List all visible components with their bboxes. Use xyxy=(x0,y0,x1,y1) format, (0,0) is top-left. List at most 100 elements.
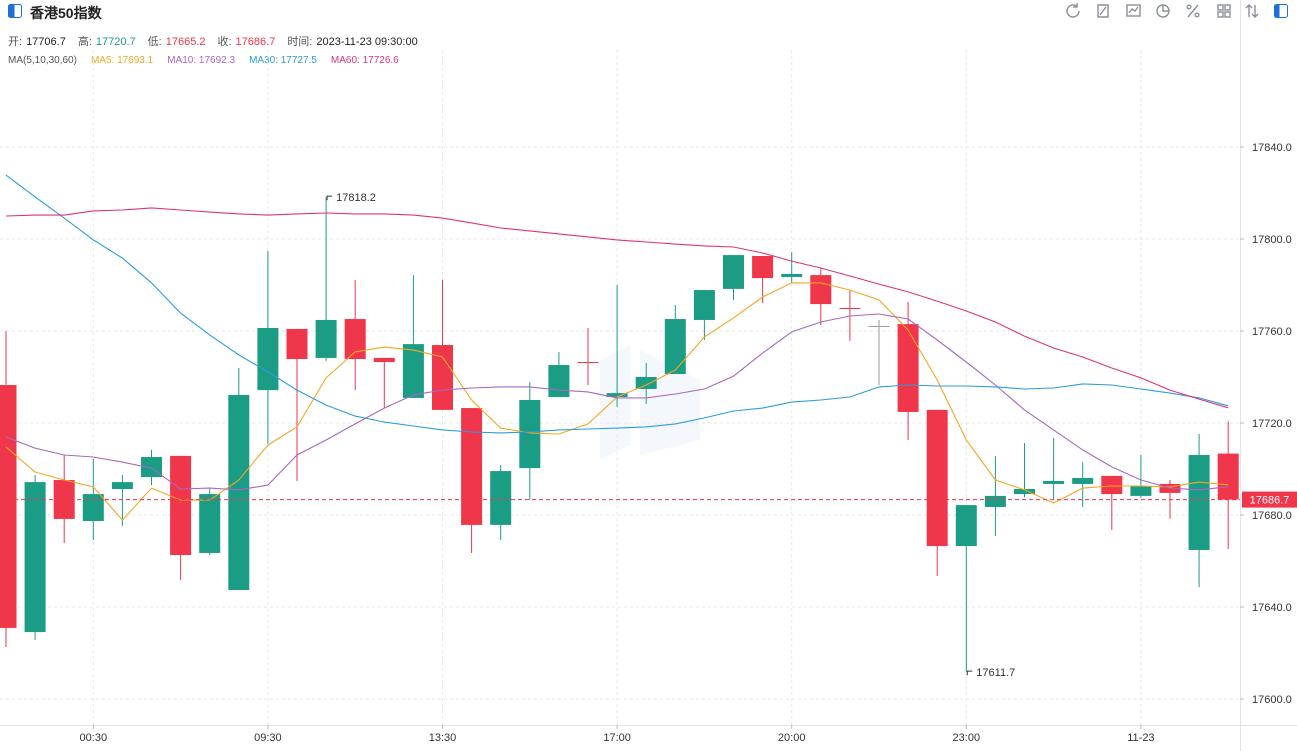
candle-body xyxy=(1217,453,1239,500)
candle-body xyxy=(24,482,46,633)
candle-body xyxy=(286,328,308,360)
panel-button[interactable] xyxy=(1274,4,1288,18)
ma-line xyxy=(5,207,1229,409)
ohlc-info: 开: 17706.7 高: 17720.7 低: 17665.2 收: 17686.7 时间: 2… xyxy=(8,33,430,49)
candle-body xyxy=(810,275,832,305)
ma-line xyxy=(5,282,1229,521)
symbol-icon xyxy=(8,4,22,18)
legend-value: 17692.3 xyxy=(198,55,236,66)
info-label: 低: xyxy=(147,36,162,48)
extreme-arrow xyxy=(326,195,333,201)
legend-item: MA10: 17692.3 xyxy=(167,55,235,66)
candle-body xyxy=(955,505,977,547)
toolbar xyxy=(1066,3,1288,18)
candle-body xyxy=(432,345,453,410)
legend-name: MA60 xyxy=(330,55,358,66)
y-tick-label: 17640.0 xyxy=(1252,602,1292,614)
pie-button[interactable] xyxy=(1156,4,1170,18)
y-tick-label: 17680.0 xyxy=(1252,510,1292,522)
ma-title: MA(5,10,30,60) xyxy=(8,55,77,66)
legend-separator: : xyxy=(357,55,360,66)
draw-button[interactable] xyxy=(1097,4,1109,18)
info-value: 17665.2 xyxy=(165,36,206,48)
candle-body xyxy=(752,256,774,279)
x-tick-label: 00:30 xyxy=(80,732,108,744)
candle-body xyxy=(839,307,861,309)
candle-body xyxy=(1043,480,1065,484)
candle-body xyxy=(315,319,337,358)
candle-body xyxy=(373,357,395,363)
legend-value: 17693.1 xyxy=(117,55,154,66)
legend-separator: : xyxy=(193,55,197,66)
legend-value: 17727.5 xyxy=(280,55,317,66)
candle-body xyxy=(0,385,17,628)
info-value: 2023-11-23 09:30:00 xyxy=(316,36,418,48)
y-tick-label: 17800.0 xyxy=(1252,234,1292,246)
info-label: 时间: xyxy=(287,36,313,48)
legend-value: 17726.6 xyxy=(362,55,399,66)
legend-separator: : xyxy=(111,55,115,66)
ma-legend: MA(5,10,30,60) MA5: 17693.1 MA10: 17692.3 M… xyxy=(8,55,399,66)
candle-body xyxy=(344,319,366,360)
legend-item: MA60: 17726.6 xyxy=(331,55,399,66)
legend-separator: : xyxy=(275,55,278,66)
candle-body xyxy=(635,376,657,389)
candle-body xyxy=(111,482,133,490)
candle-body xyxy=(228,394,250,590)
candle-body xyxy=(693,290,715,320)
legend-name: MA30 xyxy=(249,55,276,66)
candle-body xyxy=(402,344,424,398)
chart-title: 香港50指数 xyxy=(30,5,102,21)
y-tick-label: 17600.0 xyxy=(1252,694,1292,706)
legend-name: MA5 xyxy=(90,55,112,66)
ma-line xyxy=(5,174,1229,434)
info-label: 高: xyxy=(77,36,92,48)
refresh-button[interactable] xyxy=(1066,3,1080,18)
candle-body xyxy=(490,471,512,525)
info-value: 17720.7 xyxy=(95,36,136,48)
sort-button[interactable] xyxy=(1245,4,1259,18)
extreme-arrow xyxy=(966,670,973,676)
candle-body xyxy=(1101,475,1123,495)
info-label: 收: xyxy=(217,36,232,48)
legend-name: MA10 xyxy=(167,55,194,66)
candle-body xyxy=(461,408,483,525)
header: 香港50指数 xyxy=(0,0,1297,24)
layout-button[interactable] xyxy=(1217,4,1231,18)
candle-body xyxy=(868,325,890,327)
candle-body xyxy=(1014,489,1035,495)
candle-body xyxy=(606,393,628,398)
candle-body xyxy=(1130,486,1152,496)
extreme-label: 17818.2 xyxy=(336,192,376,204)
x-tick-label: 11-23 xyxy=(1127,732,1154,744)
y-tick-label: 17840.0 xyxy=(1252,142,1292,154)
candle-body xyxy=(1188,454,1210,550)
indicator-button[interactable] xyxy=(1126,4,1141,17)
last-price-tag xyxy=(1242,491,1297,508)
candle-body xyxy=(781,273,803,277)
candle-body xyxy=(199,494,221,553)
x-tick-label: 09:30 xyxy=(254,732,282,744)
x-tick-label: 17:00 xyxy=(603,732,631,744)
candle-body xyxy=(577,362,599,364)
x-tick-label: 13:30 xyxy=(429,732,457,744)
percent-button[interactable] xyxy=(1186,4,1200,18)
y-tick-label: 17760.0 xyxy=(1252,326,1292,338)
y-tick-label: 17720.0 xyxy=(1252,418,1292,430)
info-label: 开: xyxy=(8,36,23,48)
candle-body xyxy=(897,324,919,412)
candle-body xyxy=(984,495,1006,507)
candle-body xyxy=(723,255,744,289)
candle-body xyxy=(257,328,279,391)
x-tick-label: 20:00 xyxy=(778,732,806,744)
candle-body xyxy=(664,319,686,375)
info-value: 17686.7 xyxy=(235,36,276,48)
candle-body xyxy=(548,365,570,398)
candle-body xyxy=(82,494,104,521)
candle-body xyxy=(170,455,192,556)
legend-item: MA30: 17727.5 xyxy=(249,55,317,66)
ma-line xyxy=(5,313,1229,491)
candle-body xyxy=(519,400,541,469)
